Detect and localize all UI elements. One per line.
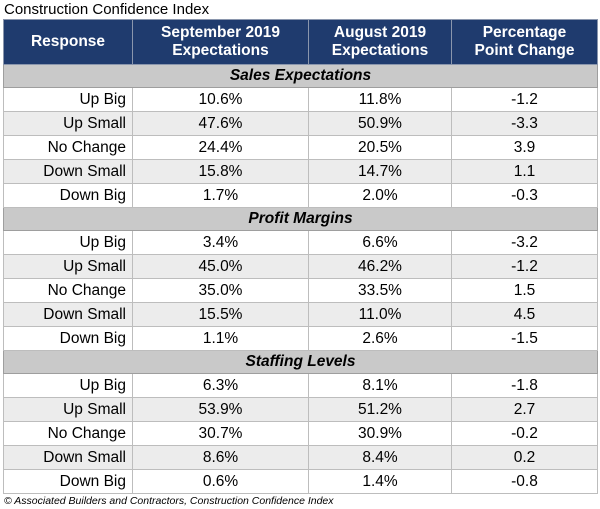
header-august-line2: Expectations: [331, 42, 429, 59]
september-cell: 10.6%: [132, 87, 309, 112]
september-cell: 15.8%: [132, 159, 309, 184]
change-cell: 2.7: [451, 397, 598, 422]
response-cell: Down Small: [3, 302, 133, 327]
response-cell: Up Big: [3, 87, 133, 112]
table-row: Up Big 3.4% 6.6% -3.2: [3, 230, 598, 255]
change-cell: 1.1: [451, 159, 598, 184]
table-row: Up Big 10.6% 11.8% -1.2: [3, 87, 598, 112]
september-cell: 15.5%: [132, 302, 309, 327]
august-cell: 33.5%: [308, 278, 452, 303]
header-september-line2: Expectations: [172, 42, 269, 59]
august-cell: 1.4%: [308, 469, 452, 494]
september-cell: 35.0%: [132, 278, 309, 303]
header-row: Response September 2019 Expectations Augu…: [3, 19, 598, 65]
table-row: Down Small 15.5% 11.0% 4.5: [3, 302, 598, 327]
change-cell: 0.2: [451, 445, 598, 470]
table-row: No Change 24.4% 20.5% 3.9: [3, 135, 598, 160]
august-cell: 20.5%: [308, 135, 452, 160]
table-row: Up Small 53.9% 51.2% 2.7: [3, 397, 598, 422]
august-cell: 30.9%: [308, 421, 452, 446]
august-cell: 2.6%: [308, 326, 452, 351]
response-cell: Down Big: [3, 326, 133, 351]
change-cell: -0.3: [451, 183, 598, 208]
september-cell: 30.7%: [132, 421, 309, 446]
header-change: Percentage Point Change: [451, 19, 598, 65]
page-title: Construction Confidence Index: [4, 1, 210, 18]
table-row: No Change 30.7% 30.9% -0.2: [3, 421, 598, 446]
change-cell: -3.2: [451, 230, 598, 255]
september-cell: 0.6%: [132, 469, 309, 494]
table-row: Down Big 1.7% 2.0% -0.3: [3, 183, 598, 208]
september-cell: 6.3%: [132, 373, 309, 398]
table-row: Up Big 6.3% 8.1% -1.8: [3, 373, 598, 398]
august-cell: 50.9%: [308, 111, 452, 136]
source-note: © Associated Builders and Contractors, C…: [4, 495, 334, 507]
september-cell: 3.4%: [132, 230, 309, 255]
header-august: August 2019 Expectations: [308, 19, 452, 65]
change-cell: 1.5: [451, 278, 598, 303]
september-cell: 53.9%: [132, 397, 309, 422]
response-cell: Up Small: [3, 254, 133, 279]
header-september-line1: September 2019: [161, 24, 280, 41]
september-cell: 47.6%: [132, 111, 309, 136]
table-row: Down Big 1.1% 2.6% -1.5: [3, 326, 598, 351]
table-row: No Change 35.0% 33.5% 1.5: [3, 278, 598, 303]
august-cell: 11.8%: [308, 87, 452, 112]
response-cell: Up Small: [3, 111, 133, 136]
september-cell: 1.1%: [132, 326, 309, 351]
section-header-row: Staffing Levels: [3, 350, 598, 374]
section-title: Sales Expectations: [3, 64, 598, 88]
section-header-row: Sales Expectations: [3, 64, 598, 88]
header-change-line2: Point Change: [474, 42, 575, 59]
response-cell: Down Big: [3, 183, 133, 208]
response-cell: Up Small: [3, 397, 133, 422]
table-row: Down Small 8.6% 8.4% 0.2: [3, 445, 598, 470]
section-title: Profit Margins: [3, 207, 598, 231]
august-cell: 14.7%: [308, 159, 452, 184]
september-cell: 24.4%: [132, 135, 309, 160]
change-cell: -1.8: [451, 373, 598, 398]
header-response-label: Response: [30, 33, 106, 50]
august-cell: 8.4%: [308, 445, 452, 470]
header-september: September 2019 Expectations: [132, 19, 309, 65]
section-title: Staffing Levels: [3, 350, 598, 374]
response-cell: Down Small: [3, 445, 133, 470]
response-cell: Down Big: [3, 469, 133, 494]
august-cell: 46.2%: [308, 254, 452, 279]
change-cell: 3.9: [451, 135, 598, 160]
table-row: Down Big 0.6% 1.4% -0.8: [3, 469, 598, 494]
change-cell: -0.2: [451, 421, 598, 446]
august-cell: 6.6%: [308, 230, 452, 255]
table-row: Up Small 47.6% 50.9% -3.3: [3, 111, 598, 136]
table-row: Down Small 15.8% 14.7% 1.1: [3, 159, 598, 184]
header-august-line1: August 2019: [333, 24, 427, 41]
section-header-row: Profit Margins: [3, 207, 598, 231]
change-cell: -3.3: [451, 111, 598, 136]
response-cell: Up Big: [3, 373, 133, 398]
table-body: Sales Expectations Up Big 10.6% 11.8% -1.2 Up…: [3, 64, 598, 494]
change-cell: 4.5: [451, 302, 598, 327]
august-cell: 2.0%: [308, 183, 452, 208]
confidence-table: Response September 2019 Expectations Augu…: [3, 19, 598, 494]
response-cell: Down Small: [3, 159, 133, 184]
header-change-line1: Percentage: [482, 24, 567, 41]
september-cell: 45.0%: [132, 254, 309, 279]
header-response: Response: [3, 19, 133, 65]
response-cell: No Change: [3, 135, 133, 160]
response-cell: No Change: [3, 421, 133, 446]
response-cell: Up Big: [3, 230, 133, 255]
change-cell: -1.5: [451, 326, 598, 351]
september-cell: 8.6%: [132, 445, 309, 470]
table-row: Up Small 45.0% 46.2% -1.2: [3, 254, 598, 279]
change-cell: -0.8: [451, 469, 598, 494]
change-cell: -1.2: [451, 87, 598, 112]
response-cell: No Change: [3, 278, 133, 303]
change-cell: -1.2: [451, 254, 598, 279]
august-cell: 8.1%: [308, 373, 452, 398]
august-cell: 51.2%: [308, 397, 452, 422]
august-cell: 11.0%: [308, 302, 452, 327]
september-cell: 1.7%: [132, 183, 309, 208]
